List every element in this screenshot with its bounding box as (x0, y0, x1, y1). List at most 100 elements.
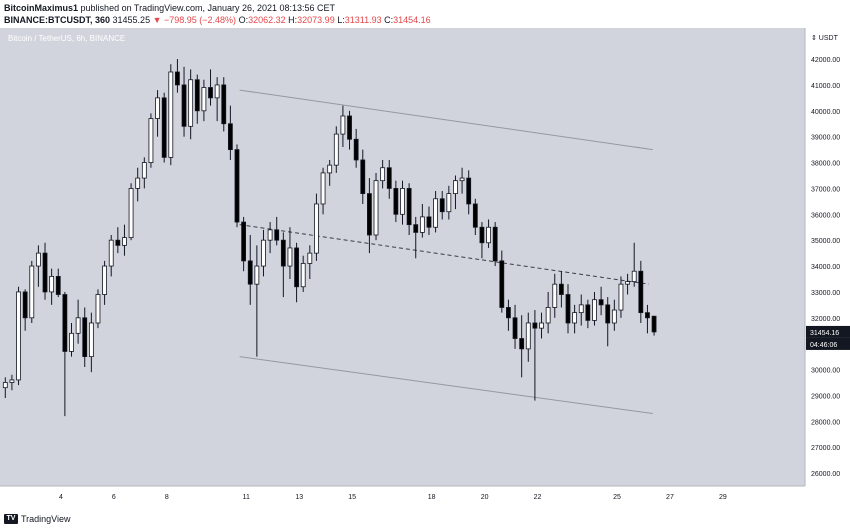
candle (274, 216, 280, 246)
candle-body (486, 226, 491, 244)
candle-body (29, 265, 35, 319)
candle (611, 299, 617, 331)
candle-body (261, 239, 266, 267)
candle (55, 268, 61, 298)
candle (267, 222, 273, 254)
candle (453, 175, 458, 210)
candle-body (241, 221, 247, 262)
candle (545, 291, 551, 334)
pair-label: Bitcoin / TetherUS, 6h, BINANCE (8, 34, 126, 43)
y-tick-label: 26000.00 (811, 471, 840, 478)
channel-line-dashed (239, 224, 649, 285)
candle-body (141, 162, 147, 179)
candle (88, 312, 94, 373)
candle-body (459, 177, 465, 182)
candle-body (353, 138, 359, 161)
candle (214, 77, 220, 122)
price-axis[interactable]: 26000.00 27000.00 28000.00 29000.00 30000.00… (804, 28, 850, 486)
candle (433, 191, 439, 233)
candle-body (578, 304, 584, 314)
candle (155, 90, 160, 137)
candle-body (49, 276, 55, 293)
candle (592, 291, 597, 326)
candle-body (221, 84, 227, 125)
low-label: L: (337, 15, 345, 25)
candle-body (2, 382, 8, 389)
candle-body (314, 203, 319, 254)
candle-body (598, 299, 604, 306)
price-tags: 31454.16 04:46:06 (806, 325, 850, 350)
candle-body (532, 322, 538, 329)
candle-body (234, 149, 240, 223)
candle (168, 64, 174, 166)
candle (314, 193, 319, 261)
plot-area[interactable] (0, 28, 805, 486)
candle (294, 242, 299, 303)
candle (499, 250, 505, 313)
candle (565, 284, 571, 334)
candle-body (175, 71, 180, 86)
candle-body (42, 252, 48, 293)
y-tick-label: 39000.00 (811, 135, 840, 142)
candle-body (340, 115, 346, 135)
candle-body (194, 79, 200, 112)
candle-body (300, 263, 306, 288)
candle-body (82, 317, 88, 358)
candle (254, 245, 260, 357)
x-tick-label: 25 (613, 494, 621, 501)
candle-body (320, 172, 326, 205)
candle-body (366, 193, 372, 236)
candle-body (155, 97, 160, 119)
candle-body (419, 216, 425, 233)
author-name[interactable]: BitcoinMaximus1 (4, 3, 79, 13)
candle-body (280, 239, 286, 267)
candle-body (439, 198, 445, 213)
candle (108, 235, 114, 277)
y-tick-label: 40000.00 (811, 109, 840, 116)
candle (552, 273, 558, 318)
candle (82, 307, 88, 367)
candle-body (625, 281, 630, 285)
high-label: H: (288, 15, 298, 25)
candle-body (115, 239, 121, 246)
candle (49, 268, 55, 305)
candle (115, 227, 121, 254)
candle-body (102, 265, 107, 295)
tradingview-brand[interactable]: TV TradingView (4, 514, 71, 524)
candle (466, 170, 472, 215)
x-tick-label: 4 (59, 494, 63, 501)
candle-body (413, 224, 419, 233)
candle (128, 183, 134, 241)
candle (353, 128, 359, 168)
candle-body (128, 188, 134, 238)
candle (221, 77, 227, 132)
candle (161, 92, 167, 163)
candle-body (188, 79, 194, 127)
current-price: 31455.25 (112, 15, 151, 25)
time-axis-bg (0, 486, 850, 510)
candle (35, 245, 41, 287)
candle-body (592, 299, 597, 321)
candle-body (9, 379, 15, 383)
candle (300, 255, 306, 292)
candle-body (307, 252, 313, 264)
chart-header: BitcoinMaximus1 published on TradingView… (0, 0, 850, 28)
candle-body (631, 270, 637, 282)
candle-body (148, 118, 154, 163)
high-value: 32073.99 (297, 15, 335, 25)
candle-body (611, 309, 617, 324)
candle (333, 126, 339, 173)
candle-body (69, 332, 74, 352)
time-axis[interactable]: 4 6 8 11 13 15 18 20 22 25 27 29 (0, 485, 850, 510)
candle-body (506, 307, 511, 319)
y-tick-label: 28000.00 (811, 419, 840, 426)
x-tick-label: 15 (348, 494, 356, 501)
brand-text: TradingView (21, 514, 71, 524)
candle (95, 289, 101, 329)
candle (631, 242, 637, 287)
candle-body (472, 203, 478, 228)
channel-lines (239, 89, 653, 415)
candle (307, 245, 313, 279)
candle-body (479, 226, 485, 244)
